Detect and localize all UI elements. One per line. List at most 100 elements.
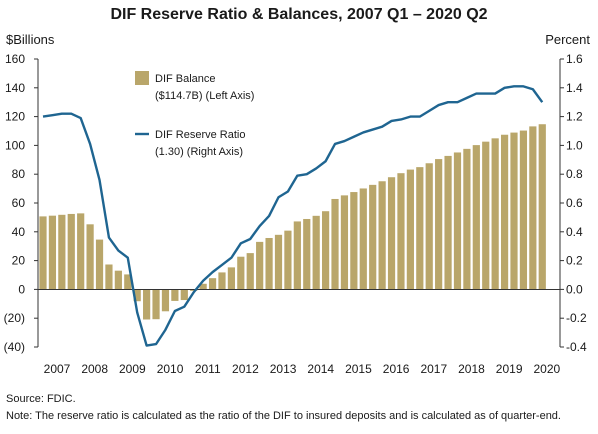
- balance-bar: [218, 272, 226, 290]
- source-note: Source: FDIC.: [6, 393, 76, 405]
- balance-bar: [463, 148, 471, 290]
- right-tick-label: -0.4: [566, 340, 587, 354]
- chart-title: DIF Reserve Ratio & Balances, 2007 Q1 – …: [110, 6, 488, 23]
- x-tick-label: 2008: [81, 362, 108, 376]
- left-tick-label: 0: [18, 282, 25, 296]
- balance-bar: [378, 181, 386, 290]
- x-tick-label: 2007: [44, 362, 71, 376]
- x-tick-label: 2015: [345, 362, 372, 376]
- balance-bar: [435, 159, 443, 290]
- balance-bar: [114, 270, 122, 290]
- right-tick-label: 0.0: [566, 282, 583, 296]
- balance-bar: [472, 145, 480, 290]
- left-tick-label: 120: [5, 110, 25, 124]
- left-tick-label: 40: [12, 225, 26, 239]
- balance-bar: [274, 234, 283, 290]
- legend-label-ratio: DIF Reserve Ratio: [155, 129, 245, 141]
- balance-bar: [340, 195, 349, 290]
- x-tick-label: 2018: [458, 362, 485, 376]
- x-tick-label: 2013: [270, 362, 297, 376]
- x-tick-label: 2016: [383, 362, 410, 376]
- right-tick-label: 1.0: [566, 138, 583, 152]
- balance-bar: [510, 132, 518, 290]
- balance-bar: [143, 289, 151, 320]
- balance-bar: [199, 283, 207, 290]
- footnote: Note: The reserve ratio is calculated as…: [6, 410, 561, 422]
- balance-bar: [124, 274, 132, 290]
- reserve-ratio-polyline: [42, 85, 544, 347]
- balance-bar: [48, 215, 57, 290]
- balance-bar: [312, 215, 320, 290]
- x-tick-label: 2009: [119, 362, 146, 376]
- balance-bar: [406, 169, 414, 290]
- balance-bar: [180, 289, 188, 301]
- x-tick-label: 2014: [307, 362, 334, 376]
- balance-bar: [265, 237, 273, 290]
- balance-bar: [208, 278, 217, 290]
- right-tick-label: 1.6: [566, 52, 583, 66]
- legend: DIF Balance ($114.7B) (Left Axis) DIF Rese…: [135, 71, 254, 158]
- balance-bar: [425, 163, 433, 290]
- balance-bar: [67, 213, 75, 290]
- balance-bar: [500, 134, 509, 290]
- balance-bar: [133, 289, 141, 302]
- balance-bar: [519, 130, 528, 290]
- reserve-ratio-line: [42, 85, 544, 347]
- right-tick-label: 1.4: [566, 81, 583, 95]
- axes: [34, 58, 564, 348]
- balance-bar: [227, 267, 235, 290]
- balance-bar: [39, 216, 47, 290]
- legend-sub-balance: ($114.7B) (Left Axis): [155, 90, 254, 102]
- left-tick-label: 140: [5, 81, 25, 95]
- chart-area: 160 140 120 100 80 60 40 20 0 (20) (40) 1.6 1.4 1.2 1.…: [4, 52, 587, 376]
- right-tick-label: 0.4: [566, 225, 583, 239]
- balance-bar: [237, 256, 245, 290]
- balance-bar: [190, 289, 198, 291]
- balance-bar: [256, 241, 264, 290]
- balance-bar: [171, 289, 179, 301]
- balance-bar: [491, 138, 499, 290]
- balance-bar: [444, 155, 452, 290]
- legend-sub-ratio: (1.30) (Right Axis): [155, 146, 243, 158]
- balance-bar: [86, 224, 94, 290]
- balance-bar: [387, 177, 396, 290]
- right-axis-unit: Percent: [545, 32, 590, 47]
- balance-bar: [482, 141, 490, 290]
- balance-bar: [284, 230, 292, 290]
- x-tick-label: 2011: [195, 362, 221, 376]
- balance-bar: [538, 124, 546, 290]
- balance-bar: [322, 211, 330, 290]
- legend-swatch-balance: [135, 71, 149, 85]
- balance-bar: [161, 289, 170, 312]
- x-tick-label: 2012: [232, 362, 259, 376]
- balance-bar: [397, 173, 405, 290]
- balance-bar: [453, 152, 462, 290]
- right-tick-label: 0.2: [566, 254, 583, 268]
- left-tick-label: 60: [12, 196, 26, 210]
- balance-bar: [246, 253, 254, 290]
- balance-bar: [416, 167, 424, 290]
- x-tick-label: 2019: [496, 362, 523, 376]
- balance-bar: [359, 188, 367, 290]
- left-tick-label: (40): [4, 340, 25, 354]
- x-tick-label: 2017: [420, 362, 447, 376]
- balance-bar: [105, 264, 113, 290]
- right-tick-label: 0.8: [566, 167, 583, 181]
- left-tick-label: (20): [4, 311, 25, 325]
- legend-label-balance: DIF Balance: [155, 73, 216, 85]
- balance-bar: [303, 218, 311, 290]
- balance-bar: [369, 184, 377, 290]
- balance-bar: [331, 198, 339, 290]
- balance-bar: [350, 192, 358, 290]
- balance-bar: [58, 214, 66, 290]
- balance-bar: [152, 289, 160, 320]
- x-tick-label: 2020: [533, 362, 560, 376]
- right-tick-label: 1.2: [566, 110, 583, 124]
- left-tick-label: 100: [5, 138, 25, 152]
- left-tick-label: 80: [12, 167, 26, 181]
- balance-bar: [77, 213, 85, 290]
- balance-bars: [39, 124, 546, 320]
- left-tick-label: 160: [5, 52, 25, 66]
- left-axis-unit: $Billions: [6, 32, 55, 47]
- x-tick-label: 2010: [157, 362, 184, 376]
